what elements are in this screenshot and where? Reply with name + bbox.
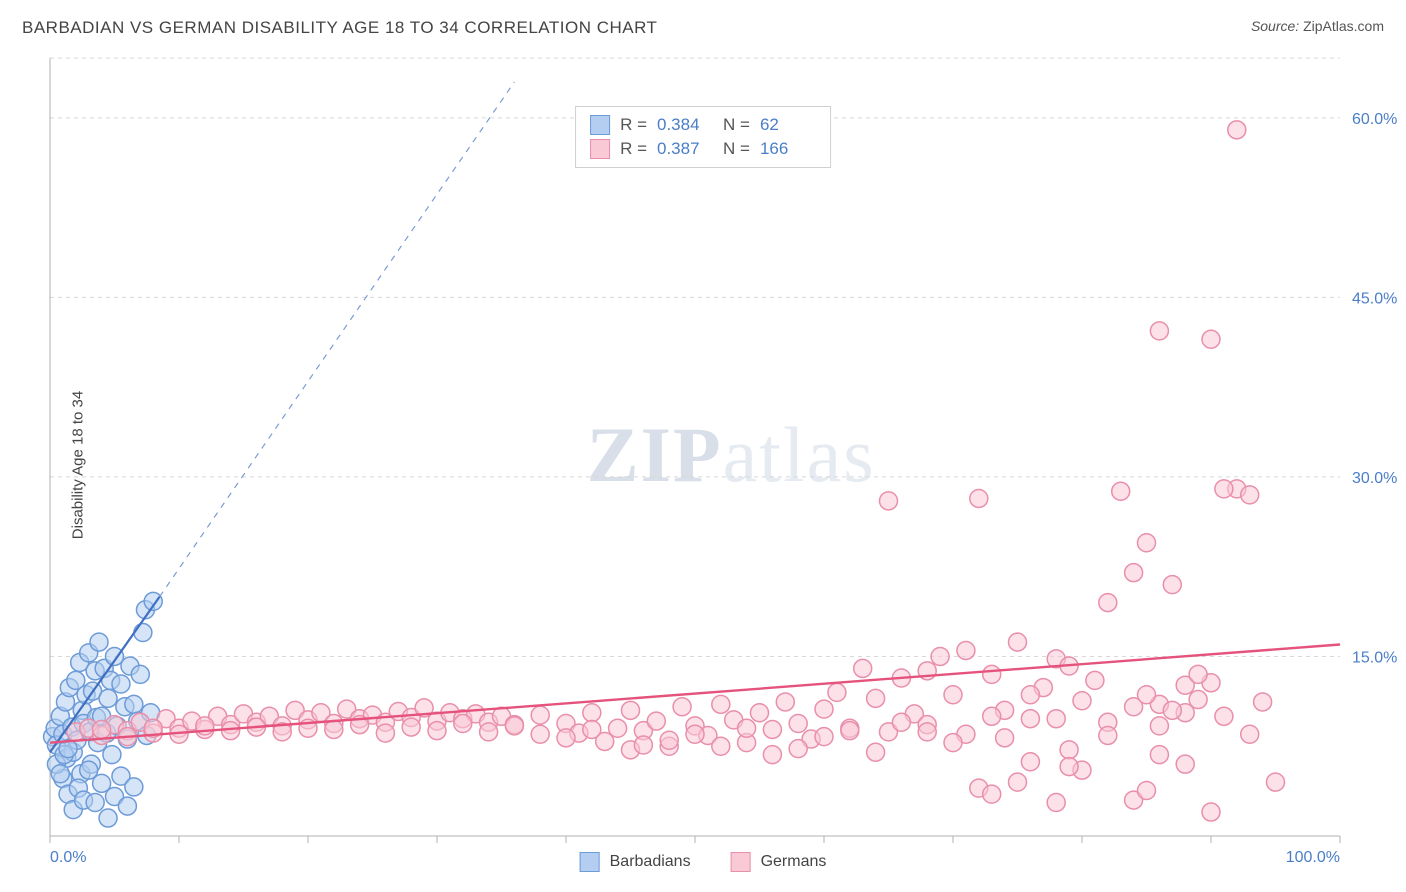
svg-text:45.0%: 45.0% (1352, 290, 1397, 307)
r-value: 0.384 (657, 113, 713, 137)
n-label: N = (723, 137, 750, 161)
svg-text:0.0%: 0.0% (50, 849, 86, 866)
scatter-plot: 15.0% 30.0% 45.0% 60.0% 0.0% 100.0% (0, 50, 1406, 880)
swatch-pink-icon (590, 139, 610, 159)
legend-series: Barbadians Germans (580, 852, 827, 872)
svg-text:15.0%: 15.0% (1352, 649, 1397, 666)
swatch-blue-icon (590, 115, 610, 135)
legend-label: Germans (761, 853, 827, 871)
n-label: N = (723, 113, 750, 137)
svg-text:60.0%: 60.0% (1352, 111, 1397, 128)
legend-correlation: R = 0.384 N = 62 R = 0.387 N = 166 (575, 106, 831, 168)
legend-label: Barbadians (610, 853, 691, 871)
r-value: 0.387 (657, 137, 713, 161)
legend-item-germans: Germans (731, 852, 827, 872)
r-label: R = (620, 137, 647, 161)
swatch-blue-icon (580, 852, 600, 872)
svg-text:100.0%: 100.0% (1286, 849, 1340, 866)
chart-area: Disability Age 18 to 34 ZIPatlas 15.0%30… (0, 50, 1406, 880)
legend-row-barbadians: R = 0.384 N = 62 (590, 113, 816, 137)
legend-row-germans: R = 0.387 N = 166 (590, 137, 816, 161)
source-value: ZipAtlas.com (1303, 18, 1384, 34)
source-label: Source: (1251, 18, 1299, 34)
svg-text:30.0%: 30.0% (1352, 470, 1397, 487)
r-label: R = (620, 113, 647, 137)
swatch-pink-icon (731, 852, 751, 872)
n-value: 166 (760, 137, 816, 161)
chart-source: Source: ZipAtlas.com (1251, 18, 1384, 34)
n-value: 62 (760, 113, 816, 137)
legend-item-barbadians: Barbadians (580, 852, 691, 872)
chart-title: BARBADIAN VS GERMAN DISABILITY AGE 18 TO… (22, 18, 657, 37)
chart-header: BARBADIAN VS GERMAN DISABILITY AGE 18 TO… (22, 18, 1384, 48)
